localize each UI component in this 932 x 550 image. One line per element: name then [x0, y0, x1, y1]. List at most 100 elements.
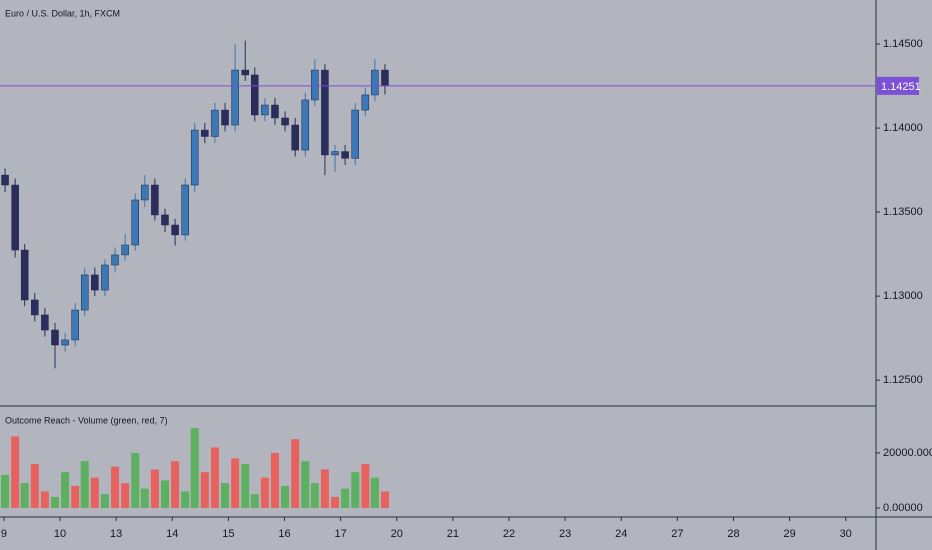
candle-body: [271, 104, 279, 119]
volume-bar: [270, 452, 279, 508]
candle-body: [11, 184, 19, 251]
candle-body: [1, 174, 9, 186]
x-tick-label: 21: [447, 528, 459, 540]
y-tick-label: 1.14000: [883, 122, 923, 134]
candle-body: [20, 249, 29, 301]
volume-bar: [241, 463, 250, 508]
candle-body: [80, 274, 89, 311]
x-tick-label: 15: [222, 528, 234, 540]
volume-bar: [221, 483, 230, 508]
candle-body: [71, 309, 79, 341]
x-tick-label: 29: [783, 528, 795, 540]
candle-body: [281, 117, 289, 126]
candle-body: [351, 109, 359, 159]
volume-bar: [331, 496, 340, 508]
volume-bar: [200, 472, 209, 508]
indicator-title: Outcome Reach - Volume (green, red, 7): [5, 415, 168, 425]
volume-bar: [121, 483, 130, 508]
candle-body: [241, 69, 249, 76]
x-tick-label: 16: [278, 528, 290, 540]
candle-body: [121, 244, 129, 256]
candle-body: [371, 69, 379, 96]
candle-body: [31, 299, 39, 316]
y-tick-label: 0.00000: [883, 502, 923, 514]
candle-body: [101, 264, 109, 291]
x-tick-label: 13: [110, 528, 122, 540]
volume-bar: [361, 463, 370, 508]
candle-body: [171, 224, 179, 236]
candle-body: [211, 109, 219, 137]
volume-bar: [80, 461, 89, 508]
candle-body: [51, 329, 59, 346]
x-tick-label: 22: [503, 528, 515, 540]
candle-body: [321, 69, 329, 156]
volume-bar: [341, 488, 350, 508]
volume-bar: [210, 447, 219, 508]
y-tick-label: 1.13500: [883, 206, 923, 218]
volume-bar: [351, 472, 360, 508]
x-tick-label: 17: [335, 528, 347, 540]
volume-bar: [90, 477, 99, 508]
volume-bar: [150, 469, 159, 508]
volume-bar: [320, 469, 329, 508]
volume-bar: [111, 466, 120, 508]
volume-bar: [50, 496, 59, 508]
candle-body: [61, 339, 69, 346]
price-label: 1.14251: [881, 81, 921, 93]
candle-body: [331, 151, 339, 156]
candle-body: [151, 184, 159, 216]
candle-body: [190, 129, 199, 186]
volume-bar: [250, 494, 259, 508]
volume-bar: [260, 477, 269, 508]
y-tick-label: 1.13000: [883, 290, 923, 302]
x-tick-label: 20: [391, 528, 403, 540]
volume-bar: [281, 485, 290, 508]
volume-bar: [20, 483, 29, 508]
volume-bar: [1, 474, 10, 508]
volume-bar: [11, 436, 20, 508]
x-tick-label: 9: [1, 528, 7, 540]
candle-body: [381, 69, 389, 87]
chart-title: Euro / U.S. Dollar, 1h, FXCM: [5, 8, 120, 18]
volume-bar: [30, 463, 39, 508]
candle-body: [251, 74, 259, 116]
price-label-box: [877, 76, 919, 95]
x-tick-label: 14: [166, 528, 178, 540]
candle-body: [181, 184, 189, 236]
volume-bar: [301, 461, 310, 508]
volume-bar: [140, 488, 149, 508]
candle-body: [341, 151, 349, 159]
volume-bar: [100, 494, 109, 508]
volume-bar: [291, 439, 300, 508]
candle-body: [221, 109, 229, 126]
x-tick-label: 24: [615, 528, 627, 540]
candle-body: [311, 69, 319, 101]
x-tick-label: 10: [54, 528, 66, 540]
x-tick-label: 27: [671, 528, 683, 540]
x-tick-label: 23: [559, 528, 571, 540]
candle-body: [111, 254, 119, 266]
volume-bar: [380, 491, 389, 508]
volume-bar: [71, 485, 80, 508]
candle-body: [161, 214, 169, 226]
volume-bar: [61, 472, 70, 508]
candle-body: [301, 99, 310, 151]
volume-bar: [231, 458, 240, 508]
y-tick-label: 20000.00000: [883, 447, 932, 459]
x-tick-label: 30: [840, 528, 852, 540]
candle-body: [361, 94, 370, 111]
volume-bar: [181, 491, 190, 508]
volume-bar: [171, 461, 180, 508]
candle-body: [141, 184, 149, 201]
candle-body: [291, 124, 299, 151]
volume-bar: [310, 483, 319, 508]
volume-bar: [160, 480, 169, 508]
candle-body: [201, 129, 209, 137]
candle-body: [91, 274, 99, 291]
candle-body: [231, 69, 239, 126]
candle-body: [261, 104, 269, 116]
candle-body: [131, 199, 139, 246]
volume-bar: [370, 477, 379, 508]
